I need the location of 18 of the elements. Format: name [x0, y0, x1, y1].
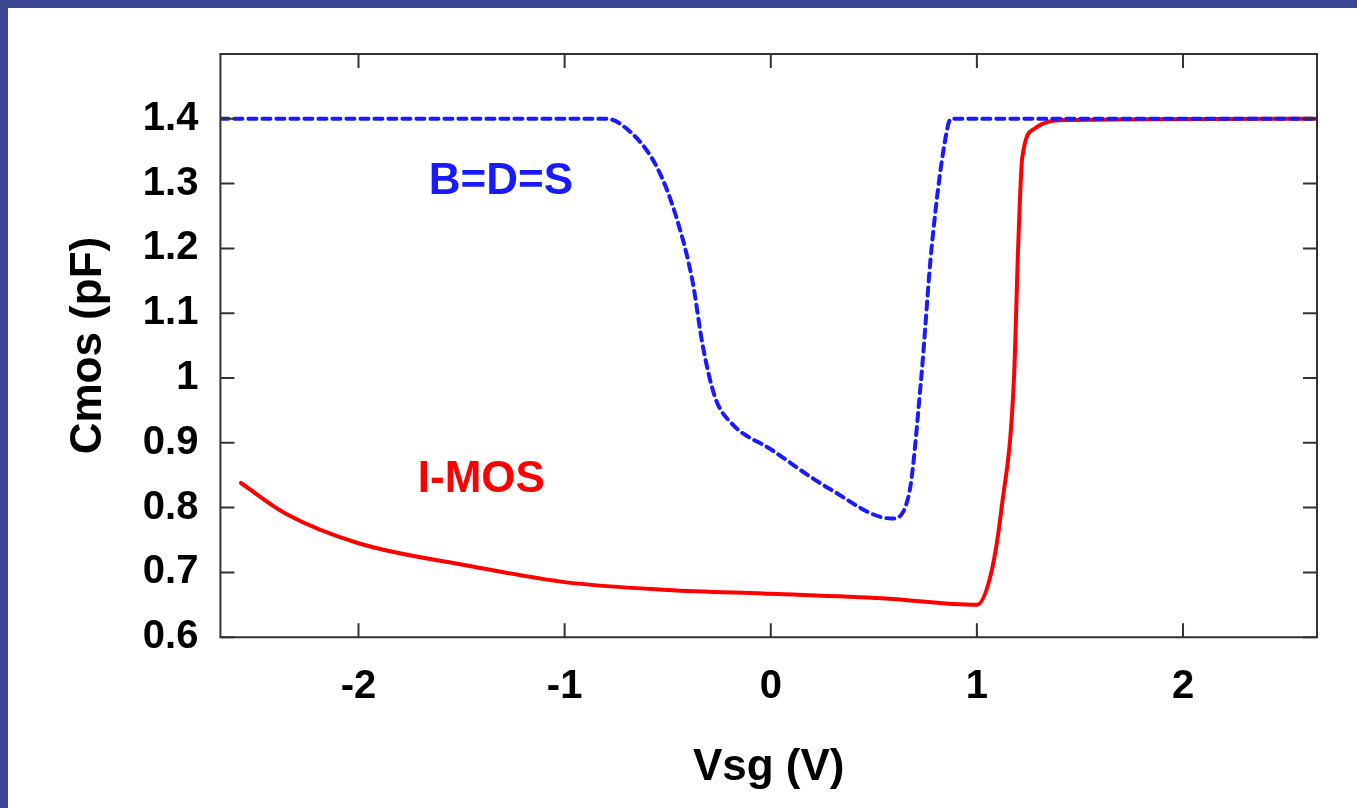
x-axis-title: Vsg (V): [692, 739, 845, 789]
y-tick-label: 0.6: [142, 612, 199, 657]
series-label: I-MOS: [417, 451, 545, 501]
y-tick-label: 0.7: [142, 547, 199, 592]
y-tick-label: 1: [176, 353, 199, 398]
series-label: B=D=S: [428, 154, 574, 204]
x-tick-label: 2: [1171, 662, 1195, 707]
y-tick-label: 1.2: [142, 223, 199, 268]
y-tick-label: 0.9: [142, 417, 199, 462]
x-tick-label: -2: [340, 662, 377, 707]
y-tick-label: 1.3: [142, 158, 199, 203]
x-tick-label: -1: [546, 662, 583, 707]
y-tick-label: 1.4: [142, 93, 200, 138]
x-tick-label: 0: [759, 662, 782, 707]
y-tick-label: 0.8: [142, 482, 199, 527]
x-tick-label: 1: [965, 662, 989, 707]
y-tick-label: 1.1: [142, 288, 199, 333]
y-axis-title: Cmos (pF): [60, 236, 110, 455]
